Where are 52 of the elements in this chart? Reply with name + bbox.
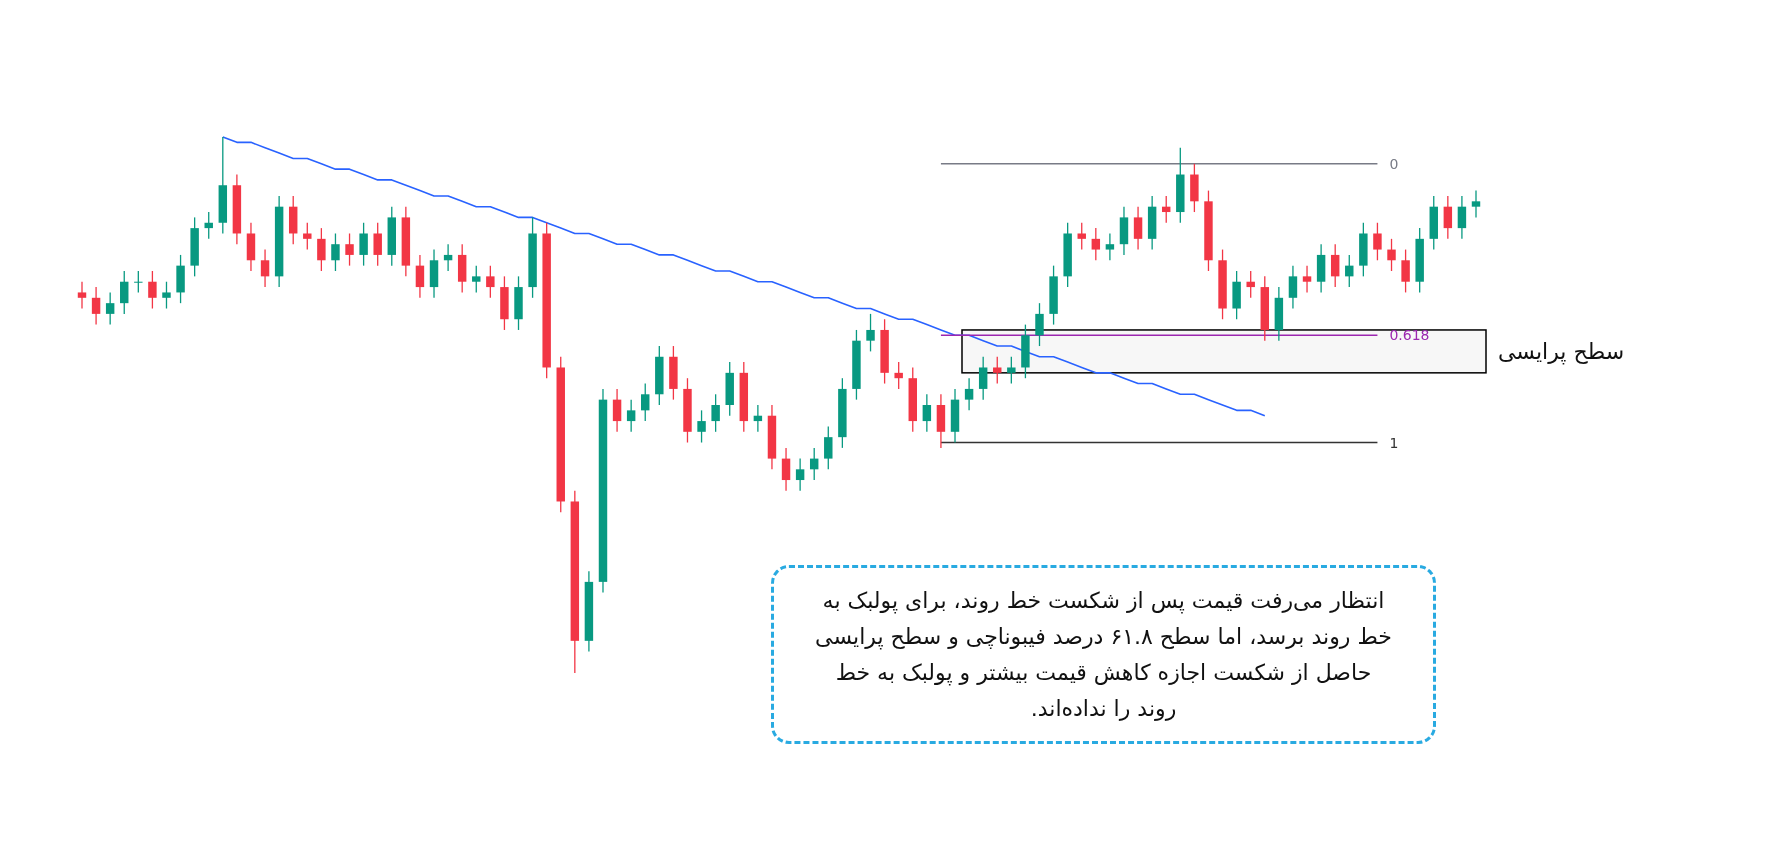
candlestick <box>472 264 481 294</box>
candlestick <box>105 291 115 326</box>
series-label: 0 <box>1389 155 1399 172</box>
band-label: سطح پرایسی <box>1498 339 1625 366</box>
candlestick <box>148 270 157 310</box>
candlestick <box>91 286 101 326</box>
candlestick <box>120 270 129 315</box>
candlestick <box>1373 222 1382 261</box>
candlestick <box>331 232 340 272</box>
candlestick <box>781 447 791 492</box>
candlestick <box>1105 232 1115 261</box>
candlestick <box>626 398 636 433</box>
candlestick <box>260 248 270 288</box>
candlestick <box>978 356 988 401</box>
candlestick <box>1246 270 1255 299</box>
candlestick <box>711 393 720 433</box>
candlestick <box>359 222 368 267</box>
candlestick <box>1133 206 1143 251</box>
annotation: انتظار می‌رفت قیمت پس از شکست خط روند، برای پولبک به خط روند برسد، اما سطح ۶۱.۸ درصد فیبوناچی و سطح پرایسی حاصل از شکست اجازه کاهش قیمت بیشتر و پولبک به خط روند را نداده‌اند. <box>771 565 1436 744</box>
candlestick <box>824 425 833 470</box>
candlestick <box>373 222 382 267</box>
series-label: 1 <box>1389 434 1399 451</box>
candlestick <box>993 356 1002 385</box>
candlestick <box>134 270 143 294</box>
candlestick <box>866 313 875 353</box>
candlestick <box>1330 243 1340 288</box>
candlestick <box>1091 227 1101 261</box>
candlestick <box>1288 264 1298 310</box>
candlestick <box>964 377 974 412</box>
candlestick <box>922 393 932 433</box>
series-label: 0.618 <box>1389 327 1430 344</box>
candlestick <box>1077 222 1086 251</box>
candlestick <box>1443 195 1453 240</box>
candlestick <box>795 457 805 492</box>
candlestick <box>1457 195 1467 240</box>
candlestick <box>1387 238 1396 272</box>
candlestick <box>415 254 425 299</box>
candlestick <box>612 388 622 433</box>
candlestick <box>641 382 650 422</box>
candlestick <box>1401 248 1410 294</box>
candlestick <box>1035 302 1044 347</box>
candlestick <box>317 227 326 272</box>
candlestick <box>77 281 87 310</box>
candlestick <box>1302 264 1312 294</box>
candlestick <box>1007 356 1016 385</box>
candlestick <box>345 232 354 267</box>
candlestick <box>894 361 903 390</box>
candlestick <box>303 222 312 251</box>
candlestick <box>1471 189 1481 219</box>
candlestick <box>162 281 171 310</box>
candlestick <box>486 264 495 299</box>
candlestick <box>697 409 706 444</box>
